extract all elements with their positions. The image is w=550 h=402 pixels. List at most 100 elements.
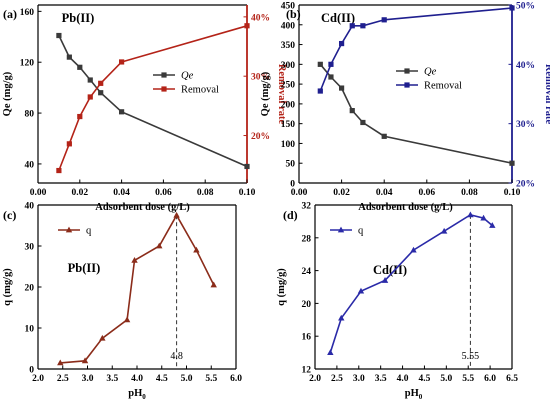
data-point-q	[123, 316, 131, 323]
x-tick-label: 6.0	[484, 374, 496, 384]
data-point-qe	[328, 74, 334, 80]
data-point-removal	[317, 88, 323, 94]
data-point-q	[410, 246, 417, 253]
y-tick-label: 300	[281, 61, 296, 71]
legend-label-qe: Qe	[181, 71, 194, 82]
chart-panel-1: 0.00 0.02 0.04 0.06 0.08 0.10 40 80 120 160 20% 30%…	[2, 4, 287, 213]
data-point-qe	[381, 133, 387, 139]
x-tick-label: 3.5	[106, 374, 118, 384]
data-point-qe	[244, 163, 250, 170]
y2-tick-label: 30%	[516, 120, 535, 130]
y-tick-label: 100	[281, 140, 296, 150]
data-point-qe	[66, 54, 72, 60]
data-point-q	[327, 349, 334, 355]
x-tick-label: 0.08	[461, 188, 478, 198]
data-point-q	[131, 256, 138, 263]
x-tick-label: 3.0	[82, 374, 94, 384]
y-tick-label: 32	[302, 202, 312, 212]
y-axis-label: Qe (mg/g)	[260, 71, 271, 116]
data-point-qe	[317, 61, 323, 67]
x-axis-label: Adsorbent dose (g/L)	[358, 202, 453, 213]
legend-label-removal: Removal	[424, 81, 462, 92]
y-tick-label: 150	[281, 120, 296, 130]
y2-axis-label: Removal rate	[276, 64, 287, 125]
y-tick-label: 20	[25, 284, 35, 294]
y-tick-label: 0	[29, 366, 34, 376]
data-point-q	[357, 287, 365, 294]
legend-swatch-marker	[161, 86, 167, 92]
x-tick-label: 0.04	[113, 188, 130, 198]
y-tick-label: 120	[20, 59, 35, 69]
x-tick-label: 2.0	[309, 374, 321, 384]
x-tick-label: 0.00	[30, 188, 47, 198]
data-point-q	[381, 277, 389, 283]
legend-swatch-marker	[65, 226, 73, 233]
x-tick-label: 4.0	[397, 374, 409, 384]
y-tick-label: 40	[25, 202, 35, 212]
data-point-removal	[349, 23, 355, 29]
legend-swatch-marker	[404, 68, 410, 74]
x-tick-label: 4.5	[156, 374, 168, 384]
y-axis-label: q (mg/g)	[276, 268, 287, 306]
data-point-q	[193, 246, 200, 253]
panel-label-d: (d)	[283, 208, 298, 222]
data-point-removal	[509, 5, 515, 11]
x-tick-label: 5.5	[462, 374, 474, 384]
y-tick-label: 20	[302, 300, 312, 310]
legend-swatch-marker	[337, 226, 345, 233]
data-point-removal	[98, 80, 104, 86]
panel-label-c: (c)	[3, 208, 16, 222]
plot-annotation: Pb(II)	[68, 261, 101, 275]
data-point-q	[156, 242, 163, 249]
data-point-qe	[77, 64, 83, 70]
data-point-q	[81, 357, 89, 364]
y2-tick-label: 50%	[516, 2, 535, 12]
data-point-q	[489, 222, 496, 228]
x-tick-label: 0.10	[504, 188, 521, 198]
data-point-qe	[349, 108, 355, 114]
data-point-qe	[360, 119, 366, 126]
y-tick-label: 450	[281, 2, 296, 12]
x-tick-label: 0.08	[197, 188, 214, 198]
ph-marker-label: 5.55	[462, 351, 480, 362]
data-point-removal	[244, 23, 250, 29]
x-tick-label: 0.06	[418, 188, 435, 198]
y2-axis-label: Removal rate	[543, 64, 550, 125]
data-point-removal	[328, 61, 334, 67]
x-tick-label: 0.06	[155, 188, 172, 198]
y-tick-label: 30	[25, 243, 35, 253]
x-tick-label: 4.5	[419, 374, 431, 384]
data-point-q	[440, 227, 448, 234]
x-tick-label: 4.0	[131, 374, 143, 384]
series-line-qe	[319, 63, 513, 164]
data-point-qe	[98, 90, 104, 96]
data-point-qe	[87, 77, 93, 83]
data-point-q	[480, 214, 487, 221]
data-point-removal	[119, 59, 125, 65]
y-tick-label: 16	[302, 333, 312, 343]
data-point-q	[99, 334, 106, 341]
y2-tick-label: 20%	[251, 132, 270, 142]
y-tick-label: 400	[281, 21, 296, 31]
y-tick-label: 12	[302, 366, 312, 376]
y2-tick-label: 30%	[251, 73, 270, 83]
x-tick-label: 3.5	[375, 374, 387, 384]
y-tick-label: 28	[302, 234, 312, 244]
x-axis-label: pH0	[405, 388, 423, 401]
y-tick-label: 10	[25, 325, 35, 335]
chart-panel-4: 2.0 2.5 3.0 3.5 4.0 4.5 5.0 5.5 6.0 6.5 12 16 20 24 28…	[276, 202, 518, 402]
x-tick-label: 5.5	[205, 374, 217, 384]
legend-label-removal: Removal	[181, 85, 219, 96]
series-line-q	[329, 213, 493, 353]
panel-label-a: (a)	[3, 7, 17, 21]
y-tick-label: 350	[281, 41, 296, 51]
plot-annotation: Cd(II)	[321, 11, 355, 25]
data-point-removal	[87, 94, 93, 100]
x-axis-label: Adsorbent dose (g/L)	[95, 202, 190, 213]
x-tick-label: 3.0	[353, 374, 365, 384]
x-tick-label: 2.5	[57, 374, 69, 384]
y-tick-label: 160	[20, 8, 35, 18]
x-tick-label: 6.5	[506, 374, 518, 384]
chart-panel-3: 2.0 2.5 3.0 3.5 4.0 4.5 5.0 5.5 6.0 0 10 20 30 40 pH0 q…	[2, 202, 242, 402]
